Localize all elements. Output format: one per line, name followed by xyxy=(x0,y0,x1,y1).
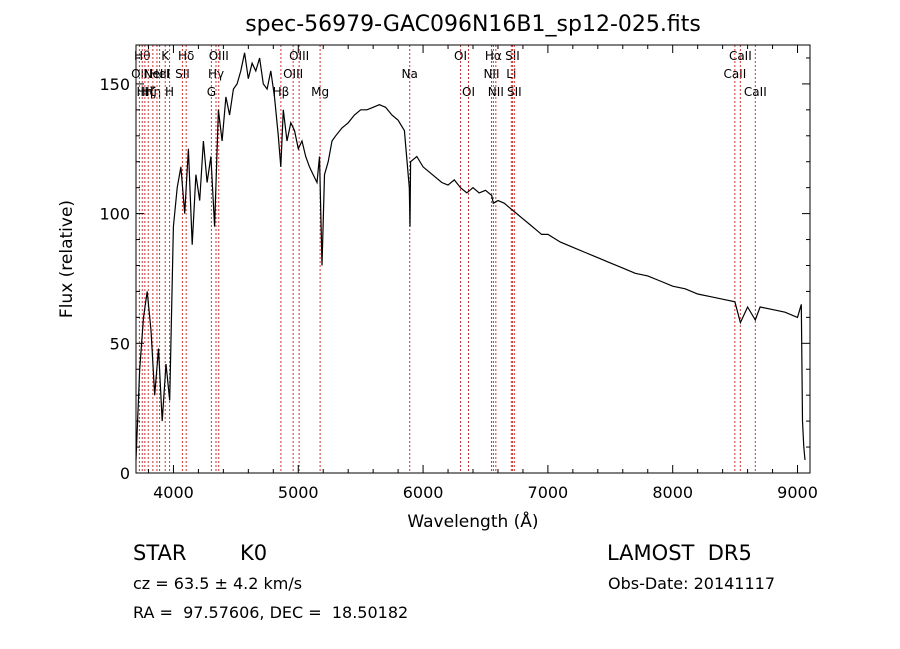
object-subclass: K0 xyxy=(240,541,268,565)
line-label-25: SII xyxy=(505,49,520,63)
line-label-19: OI xyxy=(454,49,467,63)
x-tick-label-2: 6000 xyxy=(403,483,444,502)
y-tick-label-3: 150 xyxy=(99,75,130,94)
x-axis-label: Wavelength (Å) xyxy=(407,510,538,532)
line-label-4: Hη xyxy=(145,85,162,99)
line-label-8: H xyxy=(165,85,174,99)
line-label-27: CaII xyxy=(723,67,746,81)
spectrum-series xyxy=(135,52,806,461)
coordinates: RA = 97.57606, DEC = 18.50182 xyxy=(133,603,409,622)
plot-frame xyxy=(135,44,811,474)
line-label-29: CaII xyxy=(744,85,767,99)
redshift-velocity: cz = 63.5 ± 4.2 km/s xyxy=(133,574,303,593)
line-label-16: OIII xyxy=(289,49,309,63)
y-tick-label-0: 0 xyxy=(120,464,130,483)
x-tick-label-0: 4000 xyxy=(153,483,194,502)
line-label-20: OI xyxy=(462,85,475,99)
line-label-11: G xyxy=(207,85,216,99)
line-label-21: NII xyxy=(483,67,499,81)
line-label-23: NII xyxy=(488,85,504,99)
line-label-15: OIII xyxy=(283,67,303,81)
y-tick-label-2: 100 xyxy=(99,205,130,224)
line-label-5: NeIII xyxy=(143,67,170,81)
y-axis: 0 50 100 150 xyxy=(99,57,810,483)
line-label-3: Hζ xyxy=(140,85,156,99)
y-tick-label-1: 50 xyxy=(110,334,130,353)
line-label-26: SII xyxy=(507,85,522,99)
x-tick-label-1: 5000 xyxy=(278,483,319,502)
line-label-0: OII xyxy=(131,67,148,81)
line-label-22: Hα xyxy=(485,49,502,63)
line-label-14: Hβ xyxy=(273,85,290,99)
line-label-1: Hθ xyxy=(134,49,150,63)
spectrum-line xyxy=(135,52,806,461)
object-class: STAR xyxy=(133,541,187,565)
y-axis-label: Flux (relative) xyxy=(57,200,77,318)
x-tick-label-3: 7000 xyxy=(528,483,569,502)
line-label-10: SII xyxy=(175,67,190,81)
survey-name: LAMOST DR5 xyxy=(607,541,752,565)
line-label-7: K xyxy=(161,49,170,63)
x-tick-label-5: 9000 xyxy=(777,483,818,502)
line-label-6: HeI xyxy=(150,67,170,81)
line-label-13: OIII xyxy=(209,49,229,63)
line-label-2: Hη xyxy=(137,85,154,99)
line-label-24: Li xyxy=(506,67,516,81)
line-label-18: Na xyxy=(402,67,418,81)
x-axis: 4000 5000 6000 7000 8000 9000 xyxy=(147,45,818,502)
chart-title: spec-56979-GAC096N16B1_sp12-025.fits xyxy=(245,12,701,37)
observation-date: Obs-Date: 20141117 xyxy=(608,574,776,593)
x-tick-label-4: 8000 xyxy=(652,483,693,502)
line-label-9: Hδ xyxy=(178,49,194,63)
line-label-28: CaII xyxy=(729,49,752,63)
line-label-12: Hγ xyxy=(208,67,224,81)
line-label-17: Mg xyxy=(311,85,329,99)
